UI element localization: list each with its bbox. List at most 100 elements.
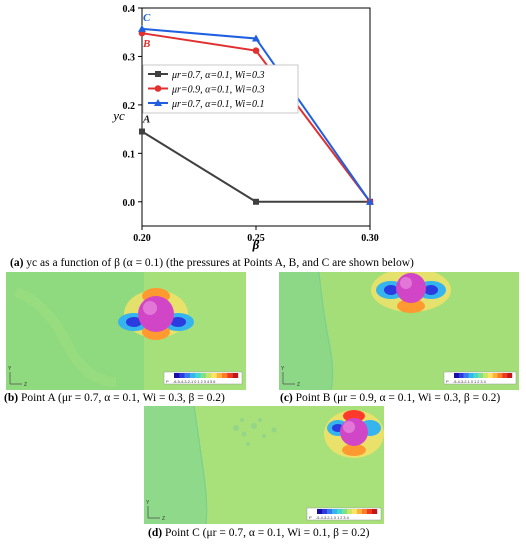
x-tick-label: 0.20	[133, 233, 151, 244]
data-point-series-2	[252, 47, 260, 54]
colorbar-cell	[200, 373, 207, 378]
caption-b-letter: (b)	[4, 392, 19, 404]
axis-y-label: Y	[8, 366, 12, 372]
axis-z-label: Z	[162, 516, 165, 522]
colorbar-cell	[195, 373, 201, 378]
axis-z-label: Z	[24, 382, 27, 388]
pressure-panel-point-a: Y Z P -6-5-4-3-2-1 0 1 2 3 4 5 6	[6, 272, 246, 390]
colorbar-cell	[352, 509, 358, 514]
colorbar-cell	[232, 373, 239, 378]
y-tick-label: 0.4	[123, 4, 136, 15]
caption-d: (d) Point C (μr = 0.7, α = 0.1, Wi = 0.1…	[148, 527, 369, 540]
colorbar-cell	[206, 373, 212, 378]
colorbar-cell	[332, 509, 338, 514]
y-tick-label: 0.2	[123, 101, 136, 112]
data-point-series-1	[253, 198, 259, 205]
y-axis-label: yc	[111, 108, 125, 123]
colorbar: P -5-4-3-2-1 0 1 2 3 4	[443, 371, 517, 385]
pressure-panel-point-b: Y Z P -5-4-3-2-1 0 1 2 3 4	[279, 272, 519, 390]
colorbar-cell	[372, 509, 378, 514]
colorbar-cell	[367, 509, 373, 514]
colorbar-cell	[342, 509, 348, 514]
legend-box	[142, 64, 299, 114]
axis-z-label: Z	[297, 382, 300, 388]
point-label-b: B	[142, 38, 150, 50]
colorbar-cell	[478, 373, 484, 378]
colorbar-cell	[174, 373, 180, 378]
colorbar-cell	[347, 509, 353, 514]
legend-entry: μr=0.7, α=0.1, Wi=0.1	[171, 99, 264, 110]
colorbar: P -5-4-3-2-1 0 1 2 3 4	[306, 507, 382, 521]
colorbar-cell	[487, 373, 493, 378]
x-tick-label: 0.25	[247, 233, 265, 244]
colorbar-cell	[337, 509, 343, 514]
legend: μr=0.7, α=0.1, Wi=0.3 μr=0.9, α=0.1, Wi=0…	[142, 64, 299, 114]
caption-d-text: Point C (μr = 0.7, α = 0.1, Wi = 0.1, β …	[162, 527, 370, 539]
colorbar-label: P	[166, 379, 169, 384]
colorbar-ticks: -6-5-4-3-2-1 0 1 2 3 4 5 6	[173, 380, 215, 384]
caption-c-text: Point B (μr = 0.9, α = 0.1, Wi = 0.3, β …	[292, 392, 501, 404]
colorbar-label: P	[309, 515, 312, 520]
colorbar-ticks: -5-4-3-2-1 0 1 2 3 4	[316, 516, 349, 520]
colorbar-cell	[458, 373, 464, 378]
caption-b-text: Point A (μr = 0.7, α = 0.1, Wi = 0.3, β …	[18, 392, 225, 404]
colorbar-cell	[327, 509, 333, 514]
colorbar-cell	[216, 373, 223, 378]
colorbar-cell	[222, 373, 228, 378]
colorbar-cell	[473, 373, 479, 378]
colorbar-cell	[362, 509, 368, 514]
point-label-c: C	[143, 12, 151, 24]
y-tick-label: 0.3	[123, 52, 136, 63]
axis-y-label: Y	[146, 500, 150, 506]
x-axis-label: β	[252, 237, 260, 252]
data-point-series-3	[366, 197, 374, 205]
colorbar-cell	[227, 373, 233, 378]
colorbar-cell	[483, 373, 489, 378]
colorbar-cell	[463, 373, 469, 378]
colorbar-cell	[502, 373, 508, 378]
legend-entry: μr=0.7, α=0.1, Wi=0.3	[171, 70, 264, 81]
caption-b: (b) Point A (μr = 0.7, α = 0.1, Wi = 0.3…	[4, 392, 225, 405]
point-label-a: A	[142, 114, 150, 126]
colorbar-ticks: -5-4-3-2-1 0 1 2 3 4	[453, 380, 486, 384]
series-line-2	[141, 32, 371, 203]
legend-entry: μr=0.9, α=0.1, Wi=0.3	[171, 85, 264, 96]
caption-d-letter: (d)	[148, 527, 163, 539]
colorbar-cell	[497, 373, 503, 378]
data-point-series-1	[139, 128, 145, 135]
series-line-3	[141, 27, 371, 203]
colorbar-cell	[184, 373, 191, 378]
data-point-series-3	[252, 34, 260, 42]
data-point-series-3	[138, 24, 146, 32]
colorbar-cell	[322, 509, 328, 514]
caption-a-letter: (a)	[10, 257, 24, 269]
yc-beta-chart: 0.0 0.1 0.2 0.3 0.4 0.20 0.25 0.30 A B C μr=0.7, …	[111, 4, 379, 252]
colorbar-cell	[357, 509, 363, 514]
colorbar-cell	[211, 373, 217, 378]
caption-c-letter: (c)	[280, 392, 293, 404]
caption-a: (a) yc as a function of β (α = 0.1) (the…	[10, 257, 414, 270]
colorbar-cell	[492, 373, 498, 378]
colorbar-cell	[468, 373, 474, 378]
colorbar-cell	[179, 373, 185, 378]
series-line-1	[141, 130, 370, 203]
legend-marker	[154, 85, 162, 92]
colorbar: P -6-5-4-3-2-1 0 1 2 3 4 5 6	[163, 371, 243, 385]
legend-marker	[155, 71, 161, 77]
colorbar-cell	[454, 373, 460, 378]
particle	[340, 418, 368, 446]
caption-a-text: yc as a function of β (α = 0.1) (the pre…	[23, 257, 414, 269]
y-tick-label: 0.1	[123, 149, 136, 160]
x-tick-label: 0.30	[361, 233, 379, 244]
colorbar-label: P	[446, 379, 449, 384]
colorbar-cell	[507, 373, 513, 378]
legend-marker	[154, 99, 162, 106]
colorbar-cell	[317, 509, 323, 514]
axis-y-label: Y	[281, 366, 285, 372]
caption-c: (c) Point B (μr = 0.9, α = 0.1, Wi = 0.3…	[280, 392, 500, 405]
particle	[396, 273, 426, 303]
y-tick-label: 0.0	[123, 198, 136, 209]
colorbar-cell	[190, 373, 196, 378]
particle	[138, 296, 174, 332]
pressure-panel-point-c: Y Z P -5-4-3-2-1 0 1 2 3 4	[144, 406, 384, 524]
